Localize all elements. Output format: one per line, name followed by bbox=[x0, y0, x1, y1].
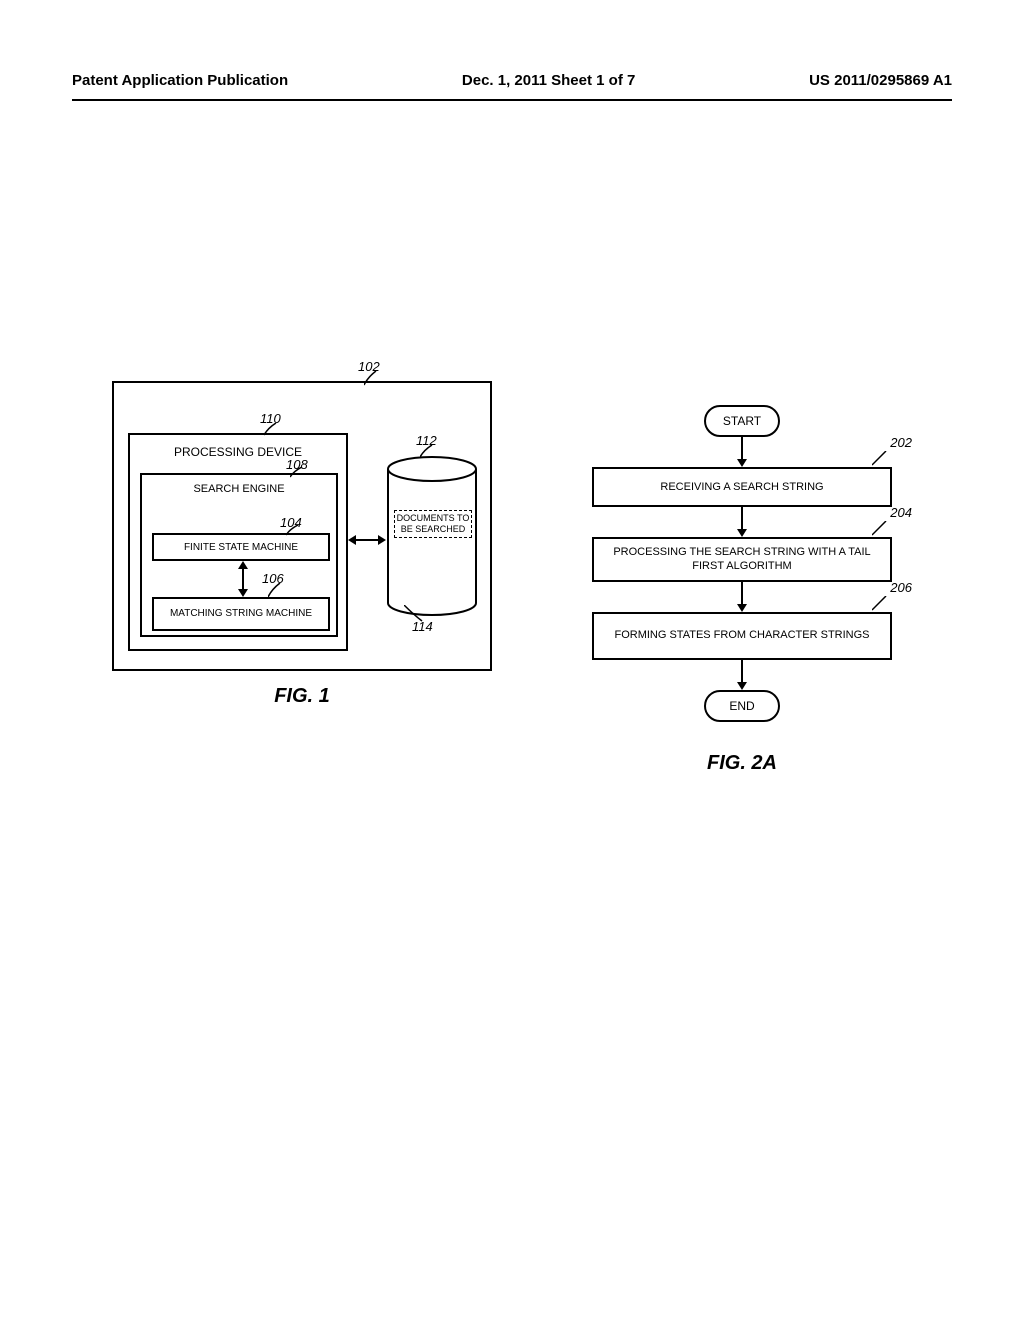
fig2-caption: FIG. 2A bbox=[562, 752, 922, 775]
page: Patent Application Publication Dec. 1, 2… bbox=[0, 0, 1024, 1320]
processing-device-label: PROCESSING DEVICE bbox=[130, 445, 346, 459]
flow-step-3-label: FORMING STATES FROM CHARACTER STRINGS bbox=[614, 628, 869, 642]
flow-step-2: PROCESSING THE SEARCH STRING WITH A TAIL… bbox=[592, 537, 892, 582]
fsm-box: FINITE STATE MACHINE bbox=[152, 533, 330, 561]
search-engine-box: SEARCH ENGINE 104 FINITE STATE MACHINE bbox=[140, 473, 338, 637]
figure-1: 102 110 PROCESSING DEVICE 108 bbox=[112, 381, 492, 708]
search-engine-label: SEARCH ENGINE bbox=[142, 483, 336, 495]
msm-box: MATCHING STRING MACHINE bbox=[152, 597, 330, 631]
header-rule bbox=[72, 99, 952, 101]
flow-arrow-2: 204 bbox=[562, 507, 922, 537]
figure-2a: START 202 RECEIVING A SEARCH STRING 204 … bbox=[562, 405, 922, 775]
flow-step-1-label: RECEIVING A SEARCH STRING bbox=[660, 480, 823, 494]
leader-112 bbox=[420, 445, 438, 459]
system-box: 102 110 PROCESSING DEVICE 108 bbox=[112, 381, 492, 671]
flow-end-label: END bbox=[729, 699, 754, 713]
fsm-label: FINITE STATE MACHINE bbox=[184, 542, 298, 553]
flow-start: START bbox=[704, 405, 780, 437]
leader-102 bbox=[364, 371, 384, 387]
ref-206: 206 bbox=[890, 580, 912, 595]
ref-204: 204 bbox=[890, 505, 912, 520]
leader-202 bbox=[872, 451, 890, 467]
flow-end: END bbox=[704, 690, 780, 722]
flow-arrow-1: 202 bbox=[562, 437, 922, 467]
bidir-arrow-fsm-msm bbox=[236, 561, 250, 597]
leader-204 bbox=[872, 521, 890, 537]
flow-start-label: START bbox=[723, 414, 761, 428]
header-right: US 2011/0295869 A1 bbox=[809, 72, 952, 89]
page-header: Patent Application Publication Dec. 1, 2… bbox=[72, 72, 952, 89]
leader-114 bbox=[404, 605, 426, 623]
flow-step-2-label: PROCESSING THE SEARCH STRING WITH A TAIL… bbox=[602, 545, 882, 574]
ref-202: 202 bbox=[890, 435, 912, 450]
fig1-caption: FIG. 1 bbox=[112, 685, 492, 708]
leader-206 bbox=[872, 596, 890, 612]
flow-arrow-3: 206 bbox=[562, 582, 922, 612]
header-center: Dec. 1, 2011 Sheet 1 of 7 bbox=[462, 72, 635, 89]
figures-area: 102 110 PROCESSING DEVICE 108 bbox=[72, 381, 952, 1081]
bidir-arrow-proc-db bbox=[348, 533, 386, 547]
db-inner-label-box: DOCUMENTS TO BE SEARCHED bbox=[394, 510, 472, 538]
flow-arrow-4 bbox=[562, 660, 922, 690]
flow-step-3: FORMING STATES FROM CHARACTER STRINGS bbox=[592, 612, 892, 660]
processing-device-box: PROCESSING DEVICE 108 SEARCH ENGINE 104 bbox=[128, 433, 348, 651]
db-inner-label: DOCUMENTS TO BE SEARCHED bbox=[397, 513, 470, 534]
flow-step-1: RECEIVING A SEARCH STRING bbox=[592, 467, 892, 507]
header-left: Patent Application Publication bbox=[72, 72, 288, 89]
msm-label: MATCHING STRING MACHINE bbox=[170, 608, 312, 620]
